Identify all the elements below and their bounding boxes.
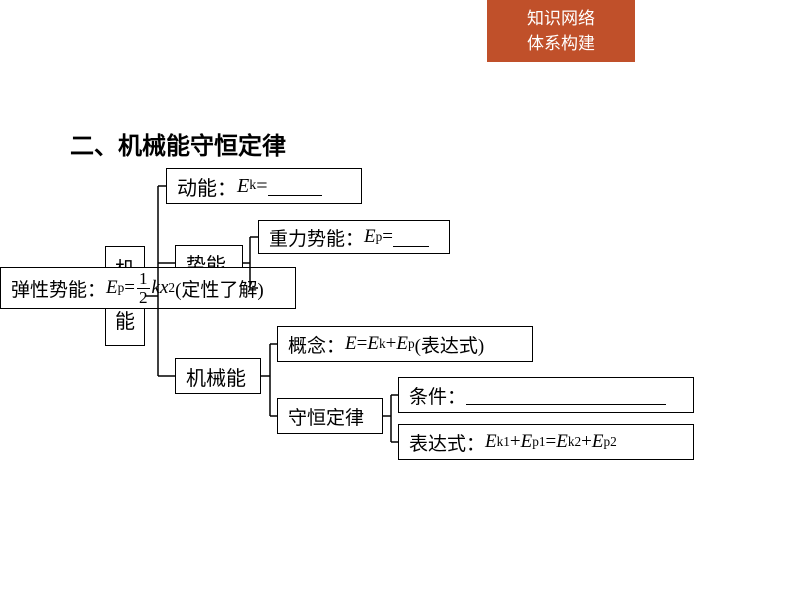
- elastic-den: 2: [137, 289, 150, 306]
- expr-p8: +: [581, 431, 592, 453]
- kinetic-blank: [268, 176, 322, 196]
- concept-Ep: E: [396, 333, 408, 355]
- concept-eq1: =: [357, 333, 368, 355]
- condition-prefix: 条件：: [409, 382, 466, 409]
- node-expression: 表达式： Ek1+Ep1=Ek2+Ep2: [398, 424, 694, 460]
- banner-line2: 体系构建: [527, 31, 595, 57]
- elastic-var: E: [106, 277, 118, 299]
- elastic-num: 1: [137, 270, 150, 288]
- elastic-frac: 1 2: [137, 270, 150, 305]
- node-conservation: 守恒定律: [277, 398, 383, 434]
- node-kinetic: 动能： Ek =: [166, 168, 362, 204]
- node-gravitational: 重力势能： Ep =: [258, 220, 450, 254]
- banner: 知识网络 体系构建: [487, 0, 635, 62]
- banner-line1: 知识网络: [527, 6, 595, 32]
- expr-prefix: 表达式：: [409, 429, 485, 456]
- elastic-sub: p: [118, 280, 125, 296]
- grav-eq: =: [382, 226, 393, 248]
- elastic-tail: (定性了解): [175, 275, 264, 302]
- elastic-sq: 2: [168, 280, 175, 296]
- concept-E: E: [345, 333, 357, 355]
- expr-p10: p2: [604, 434, 617, 450]
- mech-text: 机械能: [186, 362, 246, 391]
- elastic-k: k: [152, 277, 160, 299]
- grav-prefix: 重力势能：: [269, 224, 364, 251]
- elastic-prefix: 弹性势能：: [11, 275, 106, 302]
- expr-p3: E: [521, 431, 533, 453]
- kinetic-sub: k: [249, 178, 256, 194]
- conserv-text: 守恒定律: [288, 403, 364, 430]
- root-char-3: 能: [115, 309, 135, 335]
- expr-p4: p1: [532, 434, 545, 450]
- concept-Ek: E: [367, 333, 379, 355]
- expr-p7: k2: [568, 434, 581, 450]
- expr-p2: +: [510, 431, 521, 453]
- expr-p0: E: [485, 431, 497, 453]
- expr-p1: k1: [497, 434, 510, 450]
- node-concept: 概念： E = Ek + Ep (表达式): [277, 326, 533, 362]
- elastic-eq: =: [124, 277, 135, 299]
- grav-sub: p: [376, 229, 383, 245]
- elastic-x: x: [160, 277, 168, 299]
- expr-p6: E: [556, 431, 568, 453]
- concept-plus: +: [386, 333, 397, 355]
- node-mechanical: 机械能: [175, 358, 261, 394]
- concept-Ek-sub: k: [379, 336, 386, 352]
- concept-prefix: 概念：: [288, 331, 345, 358]
- concept-Ep-sub: p: [408, 336, 415, 352]
- expr-p5: =: [546, 431, 557, 453]
- concept-tail: (表达式): [415, 331, 485, 358]
- node-condition: 条件：: [398, 377, 694, 413]
- kinetic-var: E: [237, 175, 249, 198]
- section-title: 二、机械能守恒定律: [70, 126, 286, 161]
- expr-p9: E: [592, 431, 604, 453]
- grav-var: E: [364, 226, 376, 248]
- kinetic-eq: =: [256, 175, 267, 198]
- condition-blank: [466, 386, 666, 405]
- kinetic-prefix: 动能：: [177, 172, 237, 201]
- grav-blank: [393, 228, 429, 247]
- node-elastic: 弹性势能： Ep = 1 2 kx2 (定性了解): [0, 267, 296, 309]
